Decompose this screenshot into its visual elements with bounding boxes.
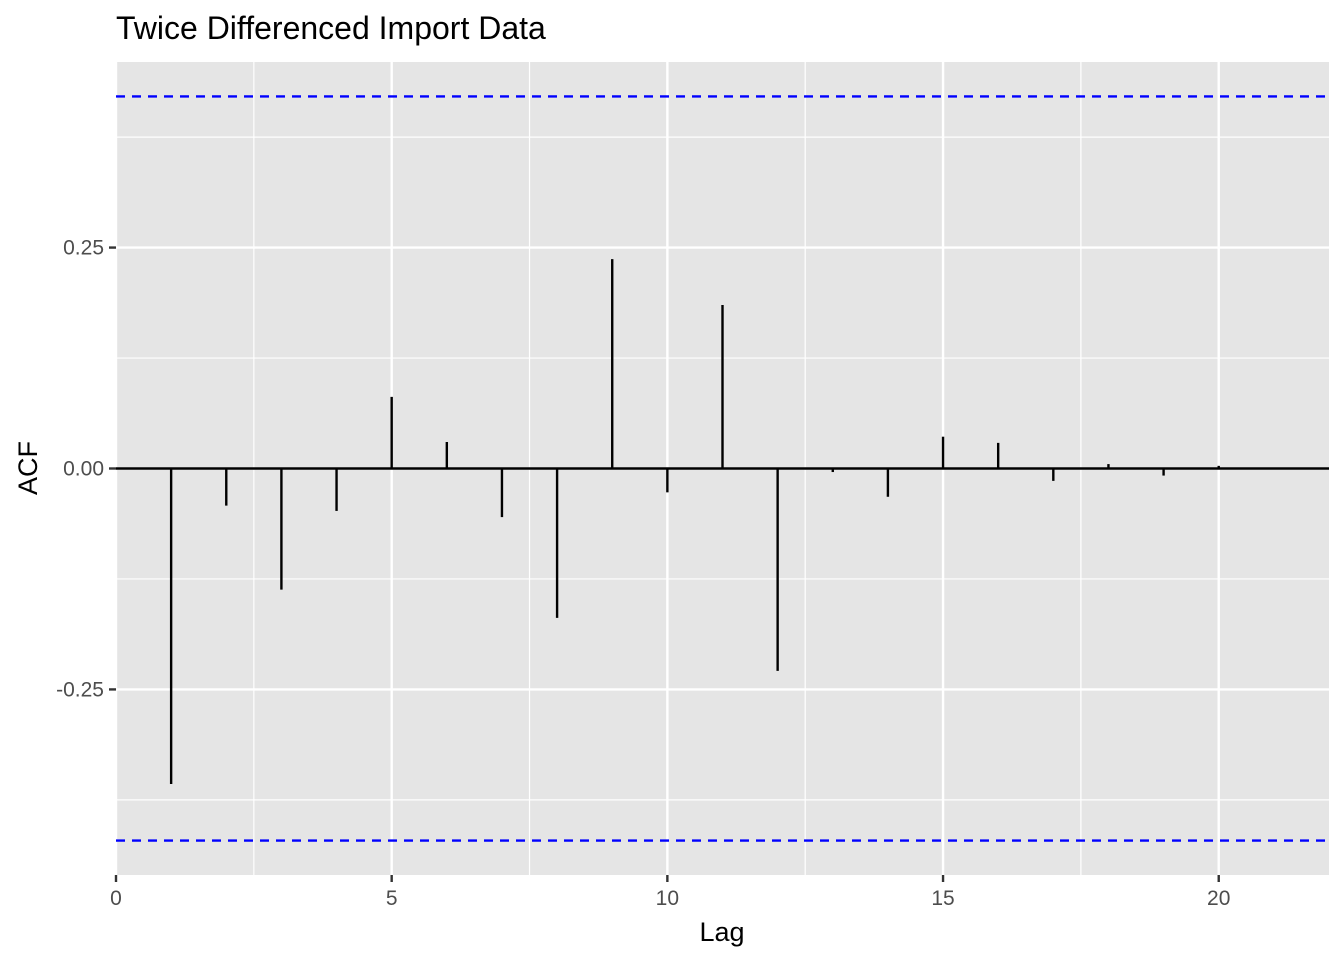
- x-tick-label-2: 10: [656, 887, 679, 910]
- y-tick-label-1: 0.00: [63, 458, 104, 481]
- x-axis-title: Lag: [699, 917, 744, 947]
- acf-bars: [116, 259, 1329, 784]
- x-tick-label-1: 5: [386, 887, 398, 910]
- y-tick-label-0: -0.25: [56, 678, 104, 701]
- chart-title: Twice Differenced Import Data: [116, 10, 546, 46]
- y-axis: -0.25 0.00 0.25: [56, 237, 116, 701]
- x-tick-label-0: 0: [110, 887, 122, 910]
- y-axis-title: ACF: [13, 441, 43, 495]
- x-axis: 0 5 10 15 20: [110, 875, 1230, 910]
- x-tick-label-3: 15: [931, 887, 954, 910]
- y-tick-label-2: 0.25: [63, 237, 104, 260]
- confidence-lines: [116, 95, 1329, 842]
- x-tick-label-4: 20: [1207, 887, 1230, 910]
